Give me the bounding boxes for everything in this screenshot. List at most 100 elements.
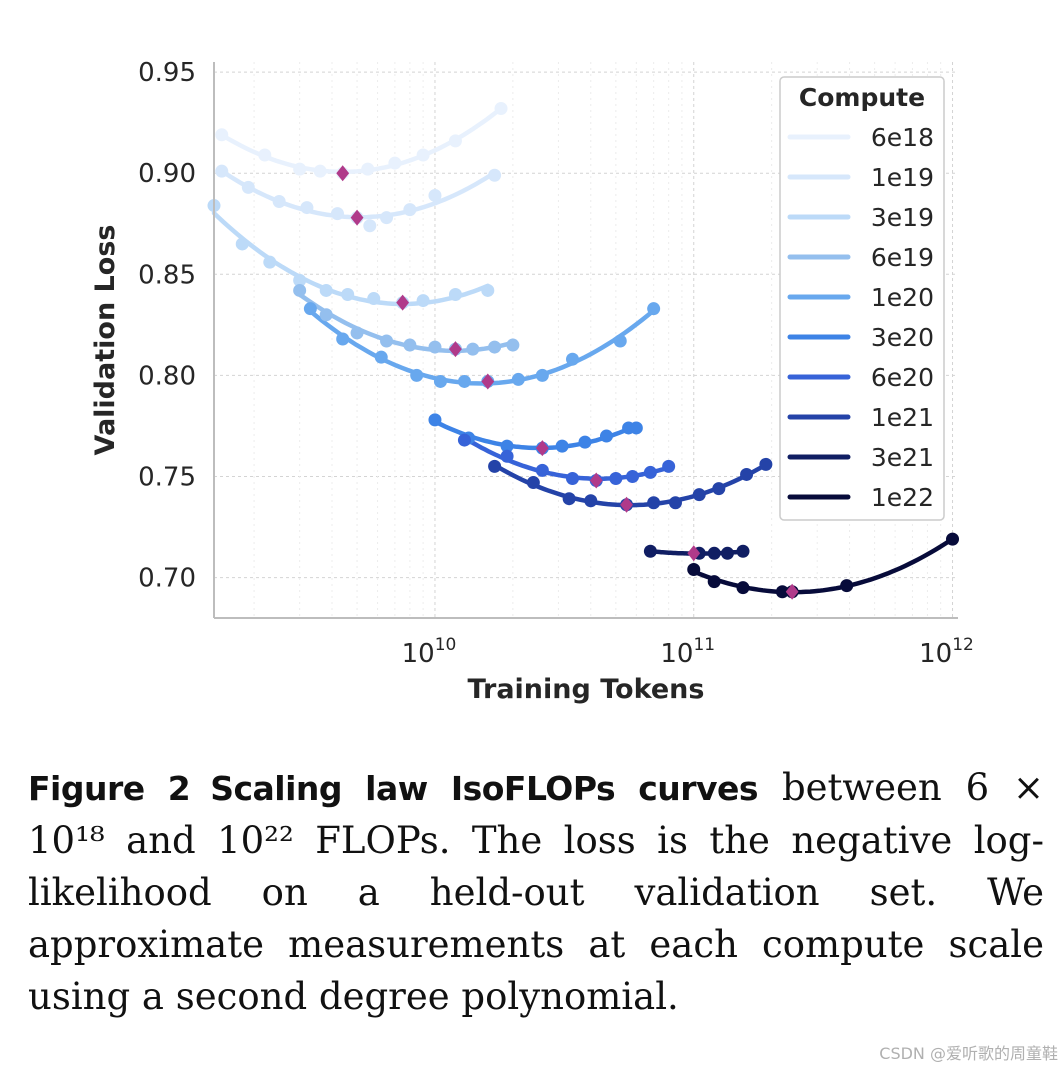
optimum-marker-6e20 (589, 472, 603, 489)
data-point-6e18 (361, 162, 375, 176)
legend: Compute 6e18 1e19 3e19 6e19 1e20 3e20 6e20 1e21… (779, 76, 945, 521)
caption-title: Scaling law IsoFLOPs curves (210, 769, 759, 808)
data-point-6e19 (380, 334, 394, 348)
legend-label-3e19: 3e19 (871, 203, 934, 232)
data-point-6e18 (494, 102, 508, 116)
data-point-3e21 (720, 546, 734, 560)
data-point-6e18 (258, 148, 272, 162)
data-point-1e22 (775, 585, 789, 599)
data-point-3e20 (578, 435, 592, 449)
legend-label-3e20: 3e20 (871, 323, 934, 352)
legend-label-1e21: 1e21 (871, 403, 934, 432)
data-point-1e20 (457, 374, 471, 388)
data-point-3e19 (293, 273, 307, 287)
data-point-3e19 (341, 288, 355, 302)
data-point-6e18 (388, 156, 402, 170)
figure-caption: Figure 2 Scaling law IsoFLOPs curves betw… (28, 762, 1044, 1023)
data-point-6e19 (488, 340, 502, 354)
data-point-3e21 (707, 546, 721, 560)
data-point-6e19 (293, 283, 307, 297)
data-points (207, 102, 960, 599)
data-point-1e22 (707, 575, 721, 589)
optimum-marker-1e22 (785, 583, 799, 600)
data-point-1e19 (488, 168, 502, 182)
fit-curve-1e22 (691, 536, 955, 595)
legend-label-3e21: 3e21 (871, 443, 934, 472)
data-point-3e19 (481, 283, 495, 297)
data-point-1e21 (740, 467, 754, 481)
optimum-marker-1e19 (350, 209, 364, 226)
data-point-3e20 (428, 413, 442, 427)
optimum-marker-3e19 (396, 294, 410, 311)
data-point-3e19 (416, 294, 430, 308)
optimum-marker-3e20 (535, 440, 549, 457)
data-point-1e19 (363, 219, 377, 233)
data-point-6e20 (500, 449, 514, 463)
data-point-1e20 (511, 372, 525, 386)
x-axis-title: Training Tokens (468, 674, 705, 705)
legend-label-1e22: 1e22 (871, 483, 934, 512)
data-point-1e22 (736, 581, 750, 595)
optimum-markers (336, 165, 799, 600)
data-point-3e19 (367, 292, 381, 306)
data-point-3e19 (263, 255, 277, 269)
data-point-6e19 (350, 326, 364, 340)
y-tick-label: 0.85 (138, 260, 196, 290)
data-point-3e20 (555, 439, 569, 453)
data-point-1e19 (330, 207, 344, 221)
data-point-1e22 (687, 562, 701, 576)
tick-labels: 0.70 0.75 0.80 0.85 0.90 0.95 1010 1011 1012 (138, 58, 974, 669)
data-point-6e20 (457, 433, 471, 447)
data-point-3e20 (599, 429, 613, 443)
legend-label-6e19: 6e19 (871, 243, 934, 272)
data-point-3e20 (500, 439, 514, 453)
data-point-1e22 (946, 532, 960, 546)
legend-title: Compute (799, 83, 925, 112)
legend-entries: 6e18 1e19 3e19 6e19 1e20 3e20 6e20 1e21 3e21 1e22 (787, 123, 934, 512)
data-point-6e19 (466, 342, 480, 356)
legend-label-1e20: 1e20 (871, 283, 934, 312)
data-point-1e20 (613, 334, 627, 348)
data-point-6e19 (428, 340, 442, 354)
data-point-1e19 (241, 180, 255, 194)
data-point-1e21 (759, 457, 773, 471)
y-tick-label: 0.90 (138, 159, 196, 189)
data-point-1e20 (410, 368, 424, 382)
data-point-6e19 (403, 338, 417, 352)
data-point-1e21 (668, 496, 682, 510)
data-point-1e20 (336, 332, 350, 346)
legend-label-6e18: 6e18 (871, 123, 934, 152)
fit-curve-1e19 (219, 168, 497, 220)
data-point-6e18 (293, 162, 307, 176)
caption-label: Figure 2 (28, 769, 191, 808)
x-tick-label: 1010 (402, 635, 457, 669)
data-point-3e20 (629, 421, 643, 435)
data-point-1e20 (647, 302, 661, 316)
data-point-3e19 (235, 237, 249, 251)
data-point-6e19 (319, 308, 333, 322)
data-point-1e21 (584, 494, 598, 508)
data-point-1e19 (380, 211, 394, 225)
data-point-1e20 (374, 350, 388, 364)
data-point-6e18 (313, 164, 327, 178)
data-point-6e20 (643, 465, 657, 479)
data-point-3e21 (736, 544, 750, 558)
data-point-3e21 (643, 544, 657, 558)
data-point-1e20 (565, 352, 579, 366)
data-point-6e20 (565, 471, 579, 485)
data-point-1e21 (562, 492, 576, 506)
data-point-1e21 (488, 459, 502, 473)
data-point-1e19 (300, 201, 314, 215)
optimum-marker-3e21 (687, 545, 701, 562)
data-point-1e20 (433, 374, 447, 388)
y-tick-label: 0.95 (138, 58, 196, 88)
x-tick-label: 1012 (919, 635, 974, 669)
data-point-3e19 (319, 283, 333, 297)
data-point-6e20 (535, 463, 549, 477)
axes (213, 62, 958, 619)
isoflops-chart: 0.70 0.75 0.80 0.85 0.90 0.95 1010 1011 1012 Tra… (90, 58, 974, 705)
data-point-1e21 (526, 476, 540, 490)
data-point-6e19 (506, 338, 520, 352)
optimum-marker-6e19 (449, 341, 462, 358)
legend-label-1e19: 1e19 (871, 163, 934, 192)
